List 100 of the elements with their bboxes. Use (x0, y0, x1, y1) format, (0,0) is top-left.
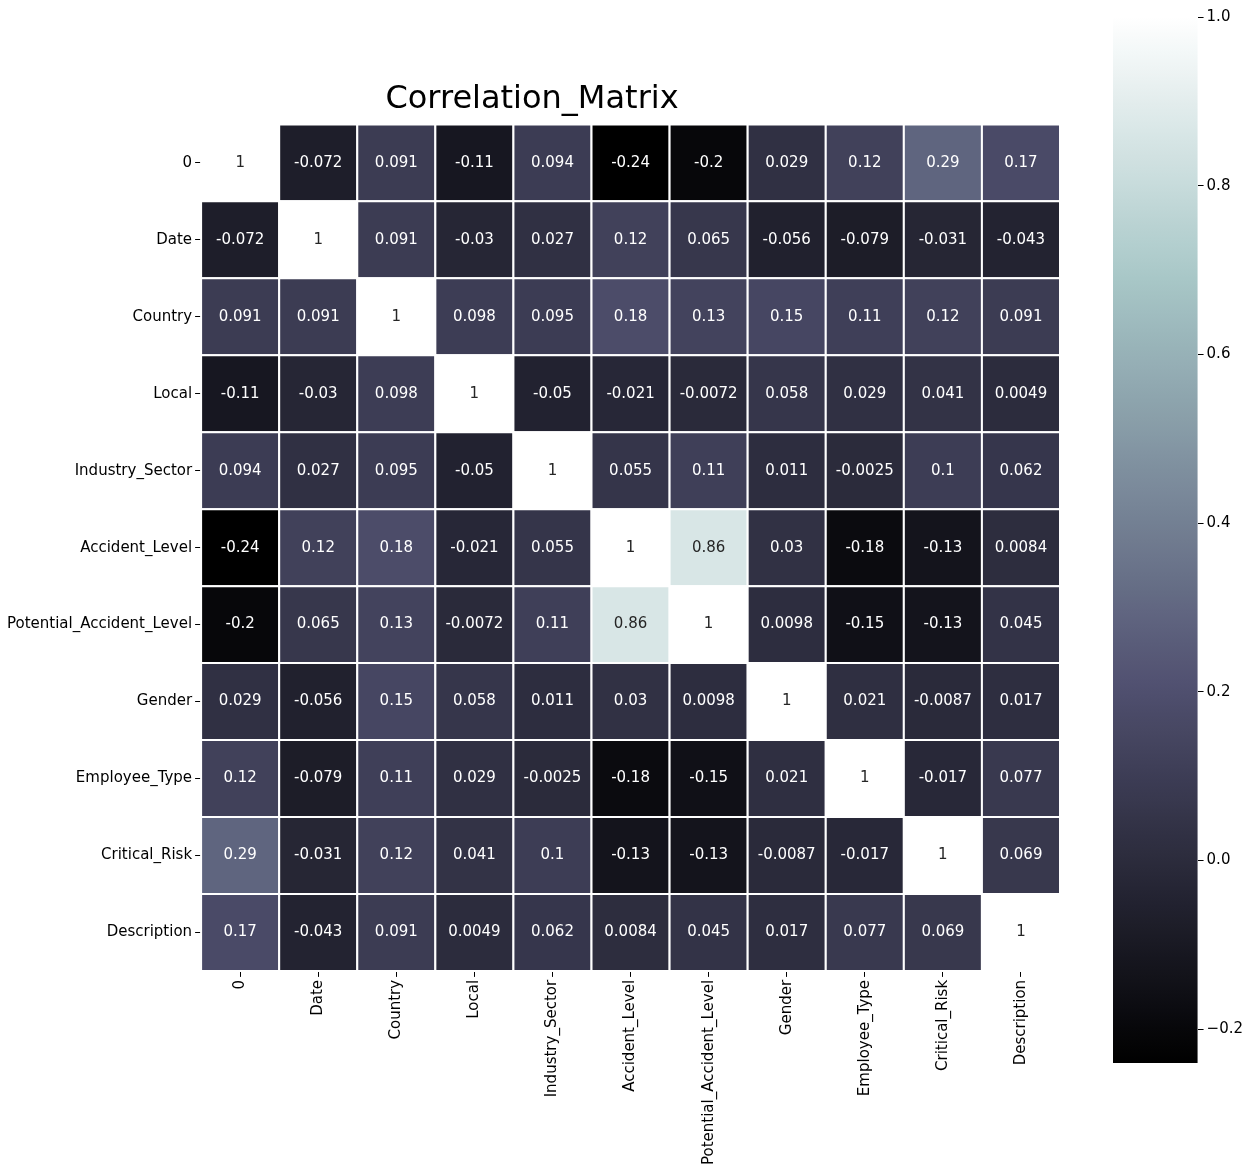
y-tick-label: Country (132, 306, 193, 325)
data-label: -0.2 (693, 152, 724, 171)
data-label: 0.13 (379, 614, 414, 633)
x-tick-label: Date (308, 979, 327, 1016)
data-label: 0.12 (848, 152, 882, 171)
data-label: -0.0025 (835, 460, 894, 479)
data-label: -0.017 (840, 845, 889, 864)
data-label: -0.18 (845, 537, 885, 556)
data-label: -0.043 (294, 922, 343, 941)
data-label: -0.0025 (523, 768, 582, 787)
data-label: 0.065 (296, 614, 340, 633)
data-label: 0.027 (530, 229, 574, 248)
data-label: 1 (938, 845, 948, 864)
data-label: 0.029 (843, 383, 887, 402)
data-label: 0.062 (999, 460, 1043, 479)
data-label: 0.11 (535, 614, 570, 633)
data-label: 0.041 (452, 845, 496, 864)
data-label: 1 (781, 691, 792, 710)
y-tick-label: Gender (136, 691, 193, 710)
data-label: -0.15 (689, 768, 729, 787)
data-label: -0.03 (298, 383, 338, 402)
data-label: 0.069 (999, 845, 1043, 864)
data-label: 1 (235, 152, 245, 171)
color-bar-label: 0.0 (1206, 850, 1231, 869)
data-label: 1 (1016, 922, 1026, 941)
y-tick-label: Local (153, 383, 193, 402)
data-label: 0.15 (770, 306, 804, 325)
data-label: 0.13 (691, 306, 726, 325)
color-bar-label: 0.4 (1206, 513, 1231, 532)
x-tick-label: Local (464, 979, 483, 1019)
data-label: 0.11 (848, 306, 882, 325)
data-label: 1 (391, 306, 402, 325)
data-label: 1 (703, 614, 714, 633)
data-label: -0.017 (918, 768, 968, 787)
data-label: 0.045 (999, 614, 1043, 633)
data-label: 0.17 (223, 922, 257, 941)
data-label: 0.017 (765, 922, 809, 941)
data-label: 0.15 (379, 691, 414, 710)
color-bar-label: −0.2 (1206, 1019, 1244, 1038)
data-label: 0.18 (379, 537, 414, 556)
data-label: 0.045 (687, 922, 731, 941)
y-tick-label: Employee_Type (75, 768, 193, 788)
data-label: -0.24 (611, 152, 650, 171)
data-label: -0.043 (996, 229, 1046, 248)
data-label: -0.072 (215, 229, 265, 248)
y-tick-label: Critical_Risk (101, 845, 193, 865)
data-label: -0.021 (606, 383, 655, 402)
data-label: -0.0072 (445, 614, 504, 633)
x-tick-label: Critical_Risk (932, 979, 952, 1071)
color-bar-label: 0.8 (1206, 175, 1231, 194)
data-label: 0.094 (530, 152, 574, 171)
data-label: 0.091 (296, 306, 340, 325)
y-tick-label: 0 (182, 152, 193, 171)
data-label: 0.055 (530, 537, 574, 556)
data-label: 0.077 (999, 768, 1043, 787)
data-label: 0.86 (613, 614, 648, 633)
x-tick-label: Gender (776, 979, 795, 1036)
data-label: 0.86 (691, 537, 726, 556)
data-label: 0.027 (296, 460, 340, 479)
data-label: 0.03 (770, 537, 804, 556)
data-label: 0.021 (843, 691, 887, 710)
data-label: 0.041 (921, 383, 965, 402)
data-label: 1 (625, 537, 636, 556)
data-label: -0.03 (454, 229, 494, 248)
data-label: 0.029 (452, 768, 496, 787)
data-label: -0.11 (454, 152, 494, 171)
data-label: -0.0072 (679, 383, 738, 402)
data-label: 0.098 (374, 383, 418, 402)
data-label: -0.056 (762, 229, 811, 248)
data-label: 0.0084 (604, 922, 657, 941)
data-label: 1 (313, 229, 323, 248)
data-label: 0.029 (765, 152, 809, 171)
color-bar-label: 0.6 (1206, 344, 1231, 363)
x-tick-label: Employee_Type (854, 979, 874, 1097)
data-label: -0.13 (923, 614, 963, 633)
data-label: 0.0084 (994, 537, 1048, 556)
data-label: 1 (547, 460, 558, 479)
data-label: 0.12 (223, 768, 257, 787)
x-tick-label: Industry_Sector (542, 979, 562, 1098)
data-label: -0.13 (611, 845, 650, 864)
data-label: 0.021 (765, 768, 809, 787)
data-label: 0.091 (218, 306, 262, 325)
data-label: 0.12 (379, 845, 414, 864)
data-label: 0.0049 (448, 922, 501, 941)
data-label: 0.011 (765, 460, 809, 479)
data-label: -0.031 (918, 229, 968, 248)
x-tick-label: Description (1010, 979, 1029, 1066)
data-label: 0.091 (999, 306, 1043, 325)
color-bar-label: 0.2 (1206, 681, 1231, 700)
data-label: -0.18 (611, 768, 650, 787)
data-label: 0.069 (921, 922, 965, 941)
data-label: 0.1 (930, 460, 955, 479)
data-label: 0.091 (374, 922, 418, 941)
data-label: 0.095 (374, 460, 418, 479)
data-label: -0.13 (689, 845, 729, 864)
data-label: -0.079 (840, 229, 889, 248)
data-label: 0.11 (379, 768, 414, 787)
data-label: 0.058 (765, 383, 809, 402)
data-label: 0.29 (926, 152, 960, 171)
data-label: 0.058 (452, 691, 496, 710)
